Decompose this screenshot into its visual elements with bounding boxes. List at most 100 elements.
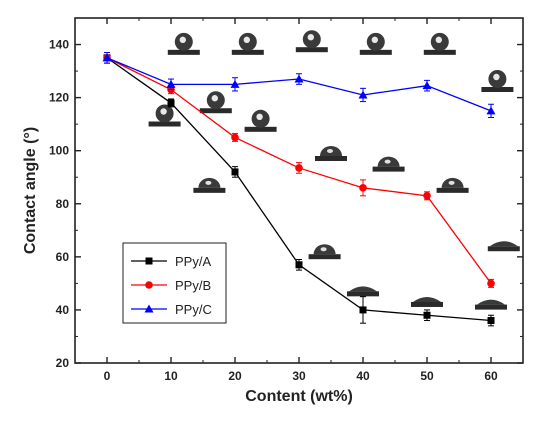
droplet-inset	[148, 104, 181, 127]
legend-label: PPy/C	[175, 302, 212, 317]
substrate	[193, 187, 226, 193]
data-point	[358, 90, 368, 99]
droplet-inset	[347, 286, 379, 297]
droplet-highlight	[493, 73, 500, 81]
x-tick-label: 50	[420, 369, 434, 383]
legend-box	[122, 242, 227, 324]
y-tick-label: 120	[49, 91, 69, 105]
legend-label: PPy/B	[175, 278, 211, 293]
substrate	[308, 254, 341, 260]
droplet-highlight	[256, 113, 263, 121]
droplet	[477, 299, 505, 305]
droplet-inset	[481, 70, 514, 92]
data-point	[295, 261, 303, 269]
y-tick-label: 40	[56, 303, 70, 317]
droplet-highlight	[371, 36, 378, 44]
droplet-highlight	[211, 95, 218, 102]
series-ppy-a	[103, 52, 495, 327]
droplet-inset	[487, 241, 520, 252]
substrate	[199, 108, 232, 114]
series-layer	[102, 52, 496, 327]
y-tick-label: 100	[49, 144, 69, 158]
droplet-inset	[193, 177, 226, 193]
x-tick-label: 10	[164, 369, 178, 383]
x-axis-title: Content (wt%)	[245, 388, 353, 405]
data-point	[359, 184, 367, 192]
droplet	[349, 286, 377, 292]
droplet	[413, 296, 441, 302]
droplet-highlight	[448, 180, 455, 185]
droplet-highlight	[435, 36, 442, 44]
droplet-highlight	[160, 108, 167, 115]
legend: PPy/A PPy/B PPy/C	[122, 242, 227, 324]
droplet-highlight	[243, 36, 250, 44]
droplet-highlight	[205, 180, 212, 185]
droplet-inset	[423, 32, 456, 55]
legend-label: PPy/A	[175, 254, 211, 269]
substrate	[372, 166, 405, 172]
substrate	[475, 304, 507, 310]
data-point	[230, 79, 240, 88]
droplet-inset	[359, 32, 392, 55]
substrate	[315, 156, 347, 161]
x-tick-label: 0	[104, 369, 111, 383]
x-tick-label: 40	[356, 369, 370, 383]
x-tick-label: 60	[484, 369, 498, 383]
substrate	[148, 121, 181, 127]
data-point	[295, 164, 303, 172]
x-tick-label: 20	[228, 369, 242, 383]
droplet-inset	[475, 299, 507, 310]
droplet-inset	[308, 244, 341, 260]
data-point	[422, 81, 432, 90]
droplet-highlight	[179, 36, 186, 44]
substrate	[167, 49, 200, 55]
droplet-inset	[231, 32, 264, 55]
y-axis-title: Contact angle (°)	[22, 127, 39, 254]
data-point	[102, 53, 112, 62]
data-point	[231, 133, 239, 142]
substrate	[411, 301, 443, 307]
substrate	[359, 49, 392, 55]
data-point	[486, 106, 496, 115]
data-point	[359, 306, 367, 314]
droplet-highlight	[384, 159, 391, 164]
y-tick-label: 80	[56, 197, 70, 211]
substrate	[436, 187, 469, 193]
legend-marker	[145, 281, 153, 289]
data-point	[231, 168, 239, 176]
data-point	[487, 279, 495, 288]
data-point	[423, 192, 431, 200]
droplet-highlight	[327, 149, 333, 153]
substrate	[231, 49, 264, 55]
droplet-inset	[167, 32, 200, 55]
data-point	[487, 317, 495, 325]
data-point	[167, 99, 175, 107]
droplet	[489, 241, 518, 247]
droplet-insets	[148, 30, 520, 310]
series-ppy-c	[102, 52, 496, 119]
droplet-inset	[244, 109, 277, 132]
droplet-highlight	[320, 247, 327, 252]
data-point	[294, 74, 304, 83]
droplet-inset	[199, 91, 232, 114]
x-tick-label: 30	[292, 369, 306, 383]
y-tick-label: 140	[49, 38, 69, 52]
droplet-inset	[295, 30, 328, 53]
droplet-inset	[436, 177, 469, 193]
axes: 0 10 20 30 40 50 60 20 40 60 80 100 120 140	[49, 17, 524, 383]
legend-marker	[145, 257, 153, 265]
y-tick-label: 60	[56, 250, 70, 264]
substrate	[347, 291, 379, 297]
data-point	[166, 79, 176, 88]
droplet-inset	[315, 146, 347, 161]
substrate	[423, 49, 456, 55]
data-point	[423, 311, 431, 319]
legend-marker	[144, 304, 154, 313]
substrate	[295, 47, 328, 53]
substrate	[487, 246, 520, 252]
droplet-inset	[372, 156, 405, 172]
substrate	[244, 126, 277, 132]
substrate	[481, 87, 514, 92]
y-tick-label: 20	[56, 356, 70, 370]
